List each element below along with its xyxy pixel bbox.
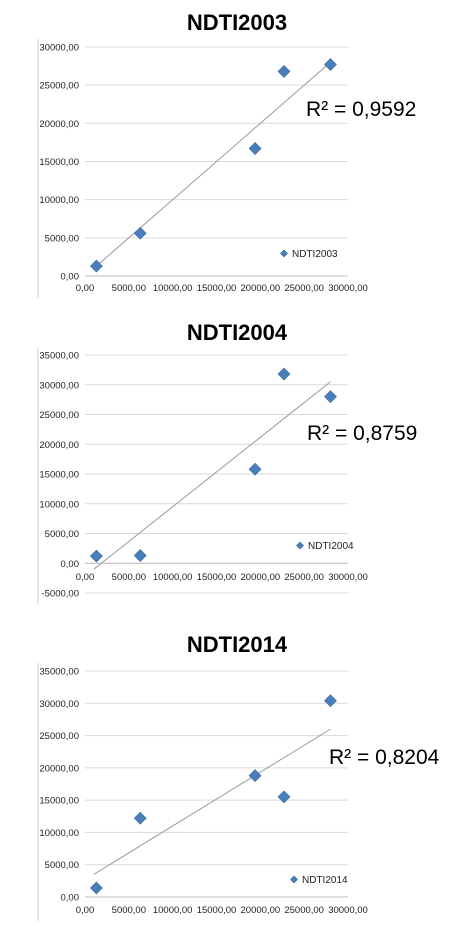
- data-point: [324, 390, 337, 404]
- x-tick-label: 30000,00: [328, 283, 368, 294]
- x-tick-label: 15000,00: [197, 283, 237, 294]
- y-tick-label: 20000,00: [39, 119, 79, 130]
- x-tick-label: 25000,00: [284, 283, 324, 294]
- trendline: [93, 381, 331, 570]
- y-tick-label: 20000,00: [39, 440, 79, 451]
- data-point: [248, 462, 262, 476]
- y-tick-label: 0,00: [61, 559, 80, 570]
- data-point: [248, 142, 262, 155]
- x-tick-label: 5000,00: [112, 283, 146, 294]
- x-tick-label: 30000,00: [328, 905, 368, 916]
- chart-title: NDTI2004: [187, 320, 288, 345]
- data-point: [133, 226, 147, 240]
- x-tick-label: 0,00: [76, 905, 95, 916]
- x-tick-label: 20000,00: [241, 572, 281, 583]
- x-tick-label: 10000,00: [153, 572, 193, 583]
- y-tick-label: 35000,00: [39, 667, 79, 678]
- y-tick-label: 0,00: [61, 272, 80, 283]
- x-tick-label: 15000,00: [197, 905, 237, 916]
- x-tick-label: 10000,00: [153, 283, 193, 294]
- y-tick-label: 15000,00: [39, 157, 79, 168]
- chart-title: NDTI2014: [187, 632, 288, 657]
- data-point: [277, 65, 291, 78]
- y-tick-label: 30000,00: [39, 43, 79, 54]
- legend-label: NDTI2014: [302, 875, 348, 886]
- y-tick-label: 10000,00: [39, 828, 79, 839]
- y-tick-label: 5000,00: [45, 233, 79, 244]
- x-tick-label: 5000,00: [112, 572, 146, 583]
- trendline: [93, 728, 331, 875]
- r-squared-label: R² = 0,9592: [306, 98, 416, 121]
- x-tick-label: 10000,00: [153, 905, 193, 916]
- data-point: [89, 549, 103, 563]
- data-point: [248, 769, 262, 783]
- y-tick-label: 10000,00: [39, 195, 79, 206]
- x-tick-label: 30000,00: [328, 572, 368, 583]
- y-tick-label: 10000,00: [39, 499, 79, 510]
- data-point: [277, 367, 291, 381]
- y-tick-label: 15000,00: [39, 796, 79, 807]
- legend-marker-icon: [296, 541, 304, 550]
- x-tick-label: 5000,00: [112, 905, 146, 916]
- data-point: [324, 694, 337, 708]
- x-tick-label: 0,00: [76, 283, 95, 294]
- legend-marker-icon: [280, 249, 288, 258]
- legend-label: NDTI2003: [292, 249, 338, 260]
- data-point: [277, 790, 291, 804]
- r-squared-label: R² = 0,8759: [307, 422, 417, 445]
- x-tick-label: 20000,00: [241, 905, 281, 916]
- y-tick-label: 5000,00: [45, 860, 79, 871]
- x-tick-label: 25000,00: [284, 572, 324, 583]
- data-point: [133, 549, 147, 562]
- data-point: [89, 881, 103, 895]
- r-squared-label: R² = 0,8204: [329, 746, 440, 769]
- y-tick-label: 25000,00: [39, 731, 79, 742]
- x-tick-label: 15000,00: [197, 572, 237, 583]
- legend-label: NDTI2004: [308, 541, 354, 552]
- y-tick-label: 25000,00: [39, 410, 79, 421]
- data-point: [89, 259, 103, 273]
- y-tick-label: 15000,00: [39, 470, 79, 481]
- y-tick-label: 30000,00: [39, 699, 79, 710]
- y-tick-label: -5000,00: [41, 589, 79, 600]
- legend-marker-icon: [290, 875, 298, 884]
- y-tick-label: 35000,00: [39, 351, 79, 362]
- chart-title: NDTI2003: [187, 10, 287, 35]
- y-tick-label: 30000,00: [39, 380, 79, 391]
- data-point: [133, 811, 147, 825]
- y-tick-label: 25000,00: [39, 81, 79, 92]
- y-tick-label: 20000,00: [39, 763, 79, 774]
- y-tick-label: 5000,00: [45, 529, 79, 540]
- x-tick-label: 0,00: [76, 572, 95, 583]
- y-tick-label: 0,00: [61, 893, 80, 904]
- data-point: [324, 58, 337, 71]
- trendline: [93, 61, 331, 269]
- x-tick-label: 25000,00: [284, 905, 324, 916]
- x-tick-label: 20000,00: [241, 283, 281, 294]
